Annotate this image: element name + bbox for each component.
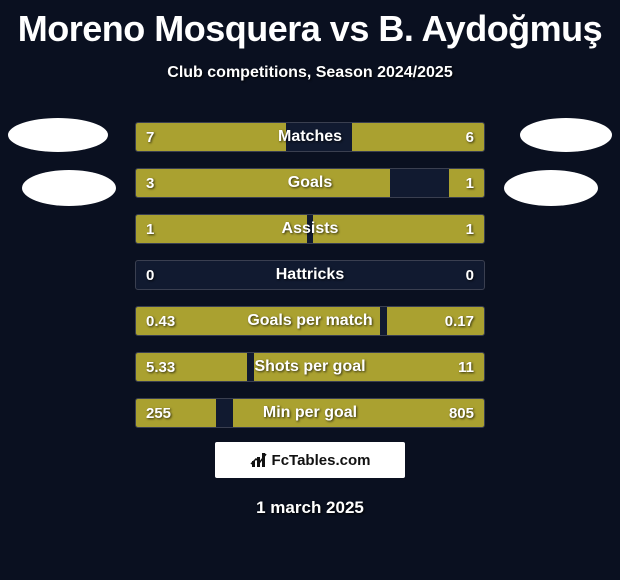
chart-icon bbox=[250, 451, 268, 469]
stat-label: Assists bbox=[136, 215, 484, 243]
stat-value-left: 0 bbox=[136, 261, 164, 289]
stat-label: Hattricks bbox=[136, 261, 484, 289]
stat-value-right: 1 bbox=[456, 215, 484, 243]
stat-value-right: 6 bbox=[456, 123, 484, 151]
branding-badge: FcTables.com bbox=[215, 442, 405, 478]
stat-value-right: 11 bbox=[448, 353, 484, 381]
branding-text: FcTables.com bbox=[272, 452, 371, 469]
date-label: 1 march 2025 bbox=[0, 498, 620, 518]
stat-label: Matches bbox=[136, 123, 484, 151]
stat-value-right: 0.17 bbox=[435, 307, 484, 335]
stat-value-left: 0.43 bbox=[136, 307, 185, 335]
stat-value-left: 5.33 bbox=[136, 353, 185, 381]
stat-value-right: 805 bbox=[439, 399, 484, 427]
player-right-avatar bbox=[520, 118, 612, 152]
stat-value-right: 0 bbox=[456, 261, 484, 289]
stat-row: Shots per goal5.33 11 bbox=[135, 352, 485, 382]
stat-value-left: 255 bbox=[136, 399, 181, 427]
stat-label: Shots per goal bbox=[136, 353, 484, 381]
stat-row: Matches7 6 bbox=[135, 122, 485, 152]
stat-label: Goals bbox=[136, 169, 484, 197]
stat-value-right: 1 bbox=[456, 169, 484, 197]
stat-row: Goals3 1 bbox=[135, 168, 485, 198]
stats-container: Matches76Goals31Assists11Hattricks00Goal… bbox=[135, 122, 485, 444]
subtitle: Club competitions, Season 2024/2025 bbox=[0, 64, 620, 82]
page-title: Moreno Mosquera vs B. Aydoğmuş bbox=[0, 0, 620, 50]
stat-row: Goals per match0.43 0.17 bbox=[135, 306, 485, 336]
player-right-avatar-2 bbox=[504, 170, 598, 206]
stat-value-left: 3 bbox=[136, 169, 164, 197]
stat-row: Hattricks0 0 bbox=[135, 260, 485, 290]
stat-row: Assists1 1 bbox=[135, 214, 485, 244]
player-left-avatar-2 bbox=[22, 170, 116, 206]
stat-label: Goals per match bbox=[136, 307, 484, 335]
stat-value-left: 7 bbox=[136, 123, 164, 151]
player-left-avatar bbox=[8, 118, 108, 152]
stat-value-left: 1 bbox=[136, 215, 164, 243]
stat-row: Min per goal255 805 bbox=[135, 398, 485, 428]
stat-label: Min per goal bbox=[136, 399, 484, 427]
